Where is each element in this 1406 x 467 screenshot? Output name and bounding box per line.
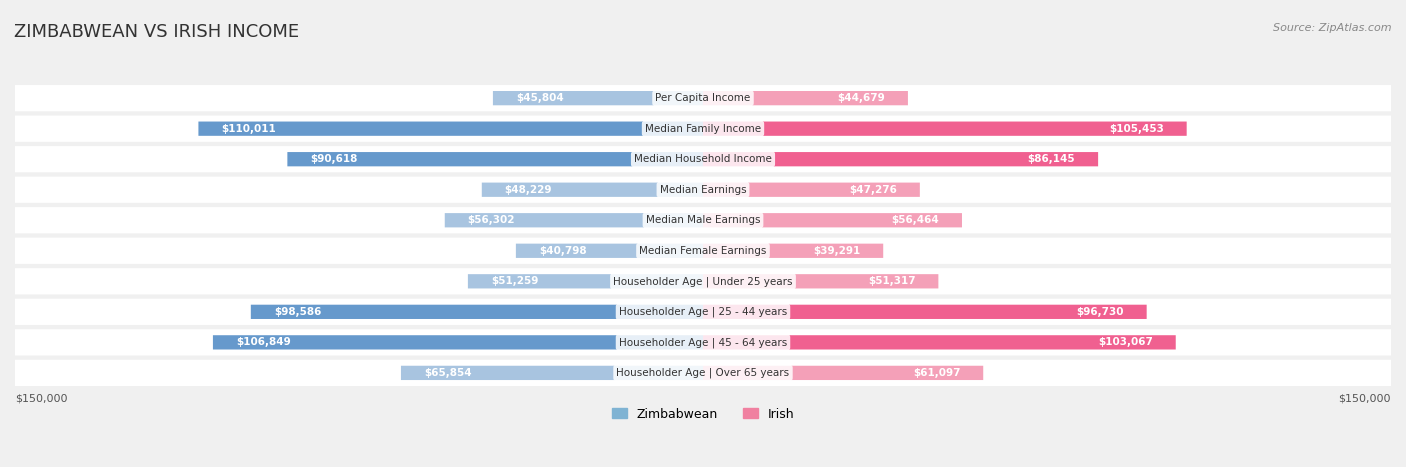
- Text: $96,730: $96,730: [1076, 307, 1123, 317]
- FancyBboxPatch shape: [250, 304, 703, 319]
- Text: $110,011: $110,011: [221, 124, 276, 134]
- Text: $150,000: $150,000: [15, 394, 67, 404]
- FancyBboxPatch shape: [703, 274, 938, 289]
- FancyBboxPatch shape: [703, 366, 983, 380]
- Text: $86,145: $86,145: [1028, 154, 1076, 164]
- FancyBboxPatch shape: [494, 91, 703, 105]
- Text: $51,259: $51,259: [491, 276, 538, 286]
- Text: Median Household Income: Median Household Income: [634, 154, 772, 164]
- FancyBboxPatch shape: [15, 299, 1391, 325]
- FancyBboxPatch shape: [401, 366, 703, 380]
- FancyBboxPatch shape: [15, 115, 1391, 142]
- Text: $40,798: $40,798: [538, 246, 586, 256]
- FancyBboxPatch shape: [703, 304, 1147, 319]
- Text: $150,000: $150,000: [1339, 394, 1391, 404]
- Text: Source: ZipAtlas.com: Source: ZipAtlas.com: [1274, 23, 1392, 33]
- FancyBboxPatch shape: [15, 238, 1391, 264]
- FancyBboxPatch shape: [703, 335, 1175, 349]
- FancyBboxPatch shape: [482, 183, 703, 197]
- Text: Median Female Earnings: Median Female Earnings: [640, 246, 766, 256]
- FancyBboxPatch shape: [15, 329, 1391, 355]
- Text: $45,804: $45,804: [516, 93, 564, 103]
- FancyBboxPatch shape: [15, 85, 1391, 111]
- FancyBboxPatch shape: [468, 274, 703, 289]
- Text: $39,291: $39,291: [813, 246, 860, 256]
- Text: Householder Age | Over 65 years: Householder Age | Over 65 years: [616, 368, 790, 378]
- FancyBboxPatch shape: [15, 360, 1391, 386]
- FancyBboxPatch shape: [15, 268, 1391, 294]
- Text: $56,302: $56,302: [468, 215, 515, 225]
- Text: Median Male Earnings: Median Male Earnings: [645, 215, 761, 225]
- FancyBboxPatch shape: [15, 177, 1391, 203]
- FancyBboxPatch shape: [15, 207, 1391, 234]
- FancyBboxPatch shape: [15, 146, 1391, 172]
- Text: $48,229: $48,229: [505, 185, 553, 195]
- Text: Householder Age | 25 - 44 years: Householder Age | 25 - 44 years: [619, 307, 787, 317]
- Text: $44,679: $44,679: [837, 93, 884, 103]
- Text: $61,097: $61,097: [912, 368, 960, 378]
- Text: $51,317: $51,317: [868, 276, 915, 286]
- Text: Householder Age | Under 25 years: Householder Age | Under 25 years: [613, 276, 793, 287]
- FancyBboxPatch shape: [703, 244, 883, 258]
- FancyBboxPatch shape: [287, 152, 703, 166]
- Legend: Zimbabwean, Irish: Zimbabwean, Irish: [606, 403, 800, 425]
- Text: $98,586: $98,586: [274, 307, 321, 317]
- Text: Per Capita Income: Per Capita Income: [655, 93, 751, 103]
- FancyBboxPatch shape: [212, 335, 703, 349]
- FancyBboxPatch shape: [198, 121, 703, 136]
- Text: Median Earnings: Median Earnings: [659, 185, 747, 195]
- Text: $90,618: $90,618: [311, 154, 357, 164]
- FancyBboxPatch shape: [703, 183, 920, 197]
- Text: ZIMBABWEAN VS IRISH INCOME: ZIMBABWEAN VS IRISH INCOME: [14, 23, 299, 42]
- Text: Median Family Income: Median Family Income: [645, 124, 761, 134]
- Text: $106,849: $106,849: [236, 337, 291, 347]
- FancyBboxPatch shape: [703, 91, 908, 105]
- FancyBboxPatch shape: [703, 121, 1187, 136]
- Text: $47,276: $47,276: [849, 185, 897, 195]
- FancyBboxPatch shape: [444, 213, 703, 227]
- FancyBboxPatch shape: [516, 244, 703, 258]
- Text: Householder Age | 45 - 64 years: Householder Age | 45 - 64 years: [619, 337, 787, 347]
- Text: $65,854: $65,854: [423, 368, 471, 378]
- Text: $105,453: $105,453: [1109, 124, 1164, 134]
- Text: $56,464: $56,464: [891, 215, 939, 225]
- FancyBboxPatch shape: [703, 152, 1098, 166]
- Text: $103,067: $103,067: [1098, 337, 1153, 347]
- FancyBboxPatch shape: [703, 213, 962, 227]
